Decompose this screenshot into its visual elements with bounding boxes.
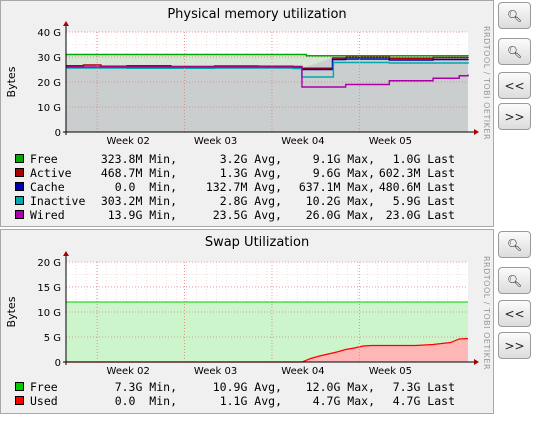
forward-label: >>	[504, 338, 525, 353]
y-tick-label: 30 G	[37, 53, 61, 64]
legend-swatch	[15, 196, 24, 205]
legend-label: Cache	[30, 180, 65, 194]
legend-last: 5.9G Last	[392, 194, 455, 208]
y-axis-arrow	[63, 21, 69, 26]
legend-swatch	[15, 154, 24, 163]
x-tick-label: Week 05	[369, 366, 412, 377]
legend-last: 602.3M Last	[378, 166, 455, 180]
legend-last: 4.7G Last	[392, 394, 455, 408]
series-line-active	[66, 56, 469, 69]
legend-min: 303.2M Min,	[100, 194, 177, 208]
legend-label: Used	[30, 394, 58, 408]
x-axis-arrow	[474, 129, 479, 135]
y-tick-label: 10 G	[37, 103, 61, 114]
swap-back-button[interactable]: <<	[498, 300, 531, 327]
legend-avg: 10.9G Avg,	[212, 380, 282, 394]
legend-avg: 1.1G Avg,	[219, 394, 282, 408]
legend-avg: 1.3G Avg,	[219, 166, 282, 180]
legend-label: Wired	[30, 208, 65, 222]
legend-swatch	[15, 210, 24, 219]
y-tick-label: 40 G	[37, 28, 61, 39]
series-line-wired	[66, 66, 469, 88]
legend-last: 1.0G Last	[392, 152, 455, 166]
forward-label: >>	[504, 109, 525, 124]
x-tick-label: Week 05	[369, 136, 412, 147]
legend-min: 13.9G Min,	[107, 208, 177, 222]
back-label: <<	[504, 78, 525, 93]
memory-chart: Physical memory utilization Bytes RRDTOOL …	[5, 7, 491, 147]
x-tick-label: Week 04	[281, 366, 324, 377]
zoom-out-icon: 🔍︎	[506, 44, 523, 59]
y-tick-label: 0	[55, 128, 61, 139]
legend-avg: 132.7M Avg,	[205, 180, 282, 194]
swap-zoom-in-button[interactable]: 🔍︎	[498, 231, 531, 258]
x-tick-label: Week 03	[194, 136, 237, 147]
chart-title: Physical memory utilization	[167, 7, 346, 22]
zoom-in-icon: 🔍︎	[506, 8, 523, 23]
legend-swatch	[15, 396, 24, 405]
legend-swatch	[15, 182, 24, 191]
series-area-active	[66, 57, 468, 132]
memory-zoom-in-button[interactable]: 🔍︎	[498, 2, 531, 29]
zoom-out-icon: 🔍︎	[506, 273, 523, 288]
y-axis-label: Bytes	[5, 296, 18, 327]
legend-min: 7.3G Min,	[114, 380, 177, 394]
legend-avg: 2.8G Avg,	[219, 194, 282, 208]
legend-label: Inactive	[30, 194, 86, 208]
legend-min: 0.0 Min,	[114, 394, 177, 408]
memory-back-button[interactable]: <<	[498, 72, 531, 99]
series-line-free	[66, 53, 469, 57]
swap-chart: Swap Utilization Bytes RRDTOOL / TOBI OETI…	[5, 235, 491, 377]
legend-last: 480.6M Last	[378, 180, 455, 194]
y-tick-label: 15 G	[37, 283, 61, 294]
swap-zoom-out-button[interactable]: 🔍︎	[498, 267, 531, 294]
y-tick-label: 20 G	[37, 78, 61, 89]
swap-forward-button[interactable]: >>	[498, 332, 531, 359]
zoom-in-icon: 🔍︎	[506, 237, 523, 252]
legend-swatch	[15, 168, 24, 177]
legend-label: Active	[30, 166, 72, 180]
series-area-used	[66, 338, 468, 362]
legend-swatch	[15, 382, 24, 391]
series-line-used	[66, 337, 469, 363]
x-tick-label: Week 03	[194, 366, 237, 377]
legend-max: 637.1M Max,	[298, 180, 375, 194]
chart-title: Swap Utilization	[205, 235, 309, 250]
legend-label: Free	[30, 152, 58, 166]
watermark: RRDTOOL / TOBI OETIKER	[482, 256, 491, 370]
legend-max: 12.0G Max,	[305, 380, 375, 394]
legend-avg: 3.2G Avg,	[219, 152, 282, 166]
legend-last: 7.3G Last	[392, 380, 455, 394]
legend-avg: 23.5G Avg,	[212, 208, 282, 222]
legend-max: 4.7G Max,	[312, 394, 375, 408]
memory-zoom-out-button[interactable]: 🔍︎	[498, 38, 531, 65]
swap-chart-panel: Swap Utilization Bytes RRDTOOL / TOBI OETI…	[0, 229, 494, 414]
legend-last: 23.0G Last	[385, 208, 455, 222]
y-tick-label: 10 G	[37, 308, 61, 319]
legend-min: 323.8M Min,	[100, 152, 177, 166]
x-tick-label: Week 02	[107, 136, 150, 147]
memory-chart-panel: Physical memory utilization Bytes RRDTOOL …	[0, 0, 494, 227]
x-axis-arrow	[474, 359, 479, 365]
y-tick-label: 0	[55, 358, 61, 369]
legend-label: Free	[30, 380, 58, 394]
x-tick-label: Week 02	[107, 366, 150, 377]
legend-max: 26.0G Max,	[305, 208, 375, 222]
x-tick-label: Week 04	[281, 136, 324, 147]
watermark: RRDTOOL / TOBI OETIKER	[482, 26, 491, 140]
memory-forward-button[interactable]: >>	[498, 103, 531, 130]
legend-max: 10.2G Max,	[305, 194, 375, 208]
y-axis-label: Bytes	[5, 66, 18, 97]
y-axis-arrow	[63, 251, 69, 256]
legend-min: 468.7M Min,	[100, 166, 177, 180]
y-tick-label: 5 G	[44, 333, 61, 344]
y-tick-label: 20 G	[37, 258, 61, 269]
legend-min: 0.0 Min,	[114, 180, 177, 194]
back-label: <<	[504, 306, 525, 321]
legend-max: 9.1G Max,	[312, 152, 375, 166]
legend-max: 9.6G Max,	[312, 166, 375, 180]
